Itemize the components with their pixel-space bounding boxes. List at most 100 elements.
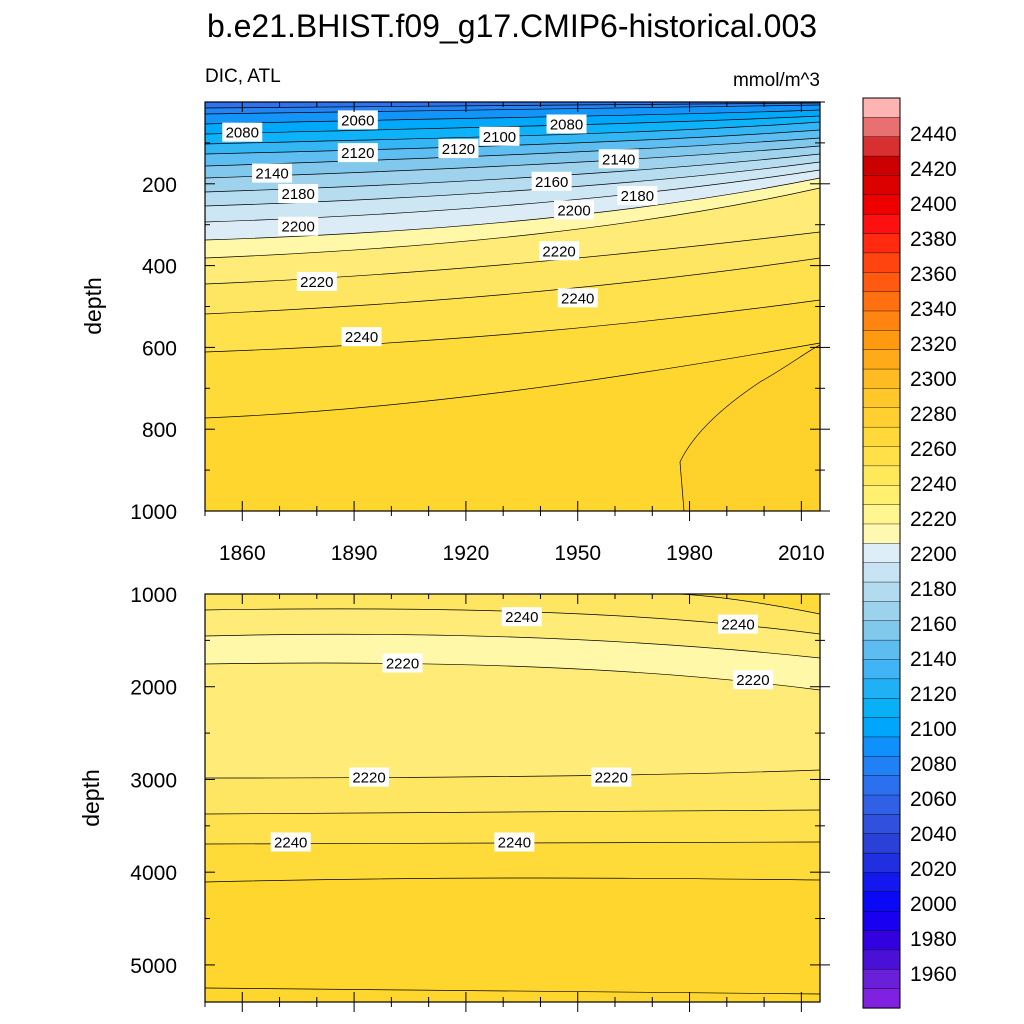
lower-y-axis-label: depth	[78, 769, 104, 827]
x-tick-label: 1950	[554, 542, 601, 565]
colorbar-box	[862, 775, 901, 796]
colorbar-boxes	[862, 97, 901, 1009]
colorbar-box	[862, 310, 901, 331]
svg-text:2200: 2200	[281, 219, 314, 236]
contour-label: 2240	[501, 607, 542, 627]
svg-text:2140: 2140	[255, 166, 288, 183]
colorbar-box	[862, 678, 901, 699]
upper-y-tick-label: 1000	[130, 501, 177, 524]
x-tick-label: 1980	[666, 542, 713, 565]
colorbar-label: 2300	[910, 368, 957, 391]
contour-label: 2240	[718, 614, 758, 634]
svg-text:2220: 2220	[595, 770, 628, 787]
x-tick-label: 2010	[778, 542, 825, 565]
svg-text:2240: 2240	[721, 617, 754, 634]
lower-ticks: 1000 2000 3000 4000 5000	[130, 584, 830, 1012]
svg-text:2120: 2120	[442, 141, 475, 158]
upper-ticks: 1860 1890 1920 1950 1980 2010 200 400 600 800 1000	[130, 101, 830, 565]
colorbar-labels: 2440 2420 2400 2380 2360 2340 2320 2300 2280 2260…	[910, 123, 957, 986]
lower-y-tick-label: 4000	[130, 862, 177, 885]
contour-label: 2120	[438, 139, 479, 159]
contour-label: 2240	[494, 832, 535, 852]
contour-label: 2140	[252, 163, 293, 183]
lower-contour-labels: 2240 2240 2220 2220 2220 2220 2240 2240	[270, 607, 773, 852]
contour-label: 2220	[382, 653, 423, 673]
upper-y-tick-label: 600	[142, 337, 177, 360]
contour-label: 2160	[531, 171, 572, 191]
colorbar-box	[862, 949, 901, 970]
colorbar-box	[862, 659, 901, 680]
svg-text:2240: 2240	[498, 835, 531, 852]
colorbar-box	[862, 581, 901, 603]
upper-fill	[205, 102, 820, 511]
colorbar-label: 2140	[910, 648, 957, 671]
colorbar: 2440 2420 2400 2380 2360 2340 2320 2300 2280 2260…	[862, 97, 957, 1009]
colorbar-box	[862, 814, 901, 835]
colorbar-box	[862, 426, 901, 448]
colorbar-label: 2200	[910, 543, 957, 566]
colorbar-box	[862, 756, 901, 777]
colorbar-label: 2320	[910, 333, 957, 356]
colorbar-box	[862, 485, 901, 506]
colorbar-box	[862, 833, 901, 854]
colorbar-box	[862, 601, 901, 622]
colorbar-box	[862, 465, 901, 486]
lower-y-tick-label: 2000	[130, 677, 177, 700]
svg-text:2160: 2160	[535, 174, 568, 191]
colorbar-label: 2400	[910, 193, 957, 216]
svg-text:2240: 2240	[505, 609, 538, 626]
contour-label: 2220	[591, 767, 632, 787]
lower-y-tick-label: 3000	[130, 769, 177, 792]
contour-label: 2200	[278, 216, 319, 236]
svg-text:2100: 2100	[483, 129, 516, 146]
colorbar-box	[862, 930, 901, 951]
colorbar-box	[862, 794, 901, 815]
colorbar-box	[862, 523, 901, 544]
contour-label: 2100	[479, 126, 520, 146]
svg-text:2120: 2120	[341, 145, 374, 162]
colorbar-label: 2000	[910, 893, 957, 916]
lower-fill	[205, 594, 820, 1002]
contour-label: 2220	[732, 670, 773, 690]
colorbar-box	[862, 136, 901, 157]
svg-text:2220: 2220	[386, 656, 419, 673]
colorbar-box	[862, 562, 901, 583]
colorbar-box	[862, 852, 901, 874]
colorbar-box	[862, 910, 901, 932]
colorbar-box	[862, 717, 901, 738]
contour-label: 2220	[296, 271, 337, 291]
contour-label: 2180	[278, 184, 319, 204]
upper-contour-labels: 2060 2080 2080 2100 2120 2120 2140 2140 2160 2180…	[222, 110, 658, 347]
colorbar-label: 1960	[910, 963, 957, 986]
svg-text:2220: 2220	[300, 274, 333, 291]
colorbar-box	[862, 969, 901, 990]
contour-label: 2220	[349, 767, 389, 787]
colorbar-box	[862, 155, 901, 177]
svg-text:2240: 2240	[345, 329, 378, 346]
contour-label: 2240	[557, 288, 598, 308]
colorbar-label: 2180	[910, 578, 957, 601]
lower-panel: 2240 2240 2220 2220 2220 2220 2240 2240 1000 200…	[78, 584, 830, 1012]
svg-text:2220: 2220	[352, 770, 385, 787]
colorbar-label: 2340	[910, 298, 957, 321]
colorbar-label: 2100	[910, 718, 957, 741]
svg-text:2180: 2180	[621, 188, 654, 205]
colorbar-box	[862, 891, 901, 912]
x-tick-label: 1920	[443, 542, 490, 565]
upper-y-tick-label: 800	[142, 419, 177, 442]
contour-label: 2080	[222, 122, 263, 142]
colorbar-label: 2020	[910, 858, 957, 881]
colorbar-label: 2380	[910, 228, 957, 251]
colorbar-box	[862, 446, 901, 467]
colorbar-box	[862, 988, 901, 1009]
colorbar-box	[862, 407, 901, 428]
colorbar-label: 2240	[910, 473, 957, 496]
contour-label: 2240	[270, 832, 311, 852]
colorbar-box	[862, 175, 901, 196]
colorbar-label: 1980	[910, 928, 957, 951]
contour-label: 2080	[546, 114, 587, 134]
colorbar-box	[862, 736, 901, 757]
colorbar-box	[862, 252, 901, 273]
colorbar-box	[862, 698, 901, 719]
colorbar-label: 2120	[910, 683, 957, 706]
